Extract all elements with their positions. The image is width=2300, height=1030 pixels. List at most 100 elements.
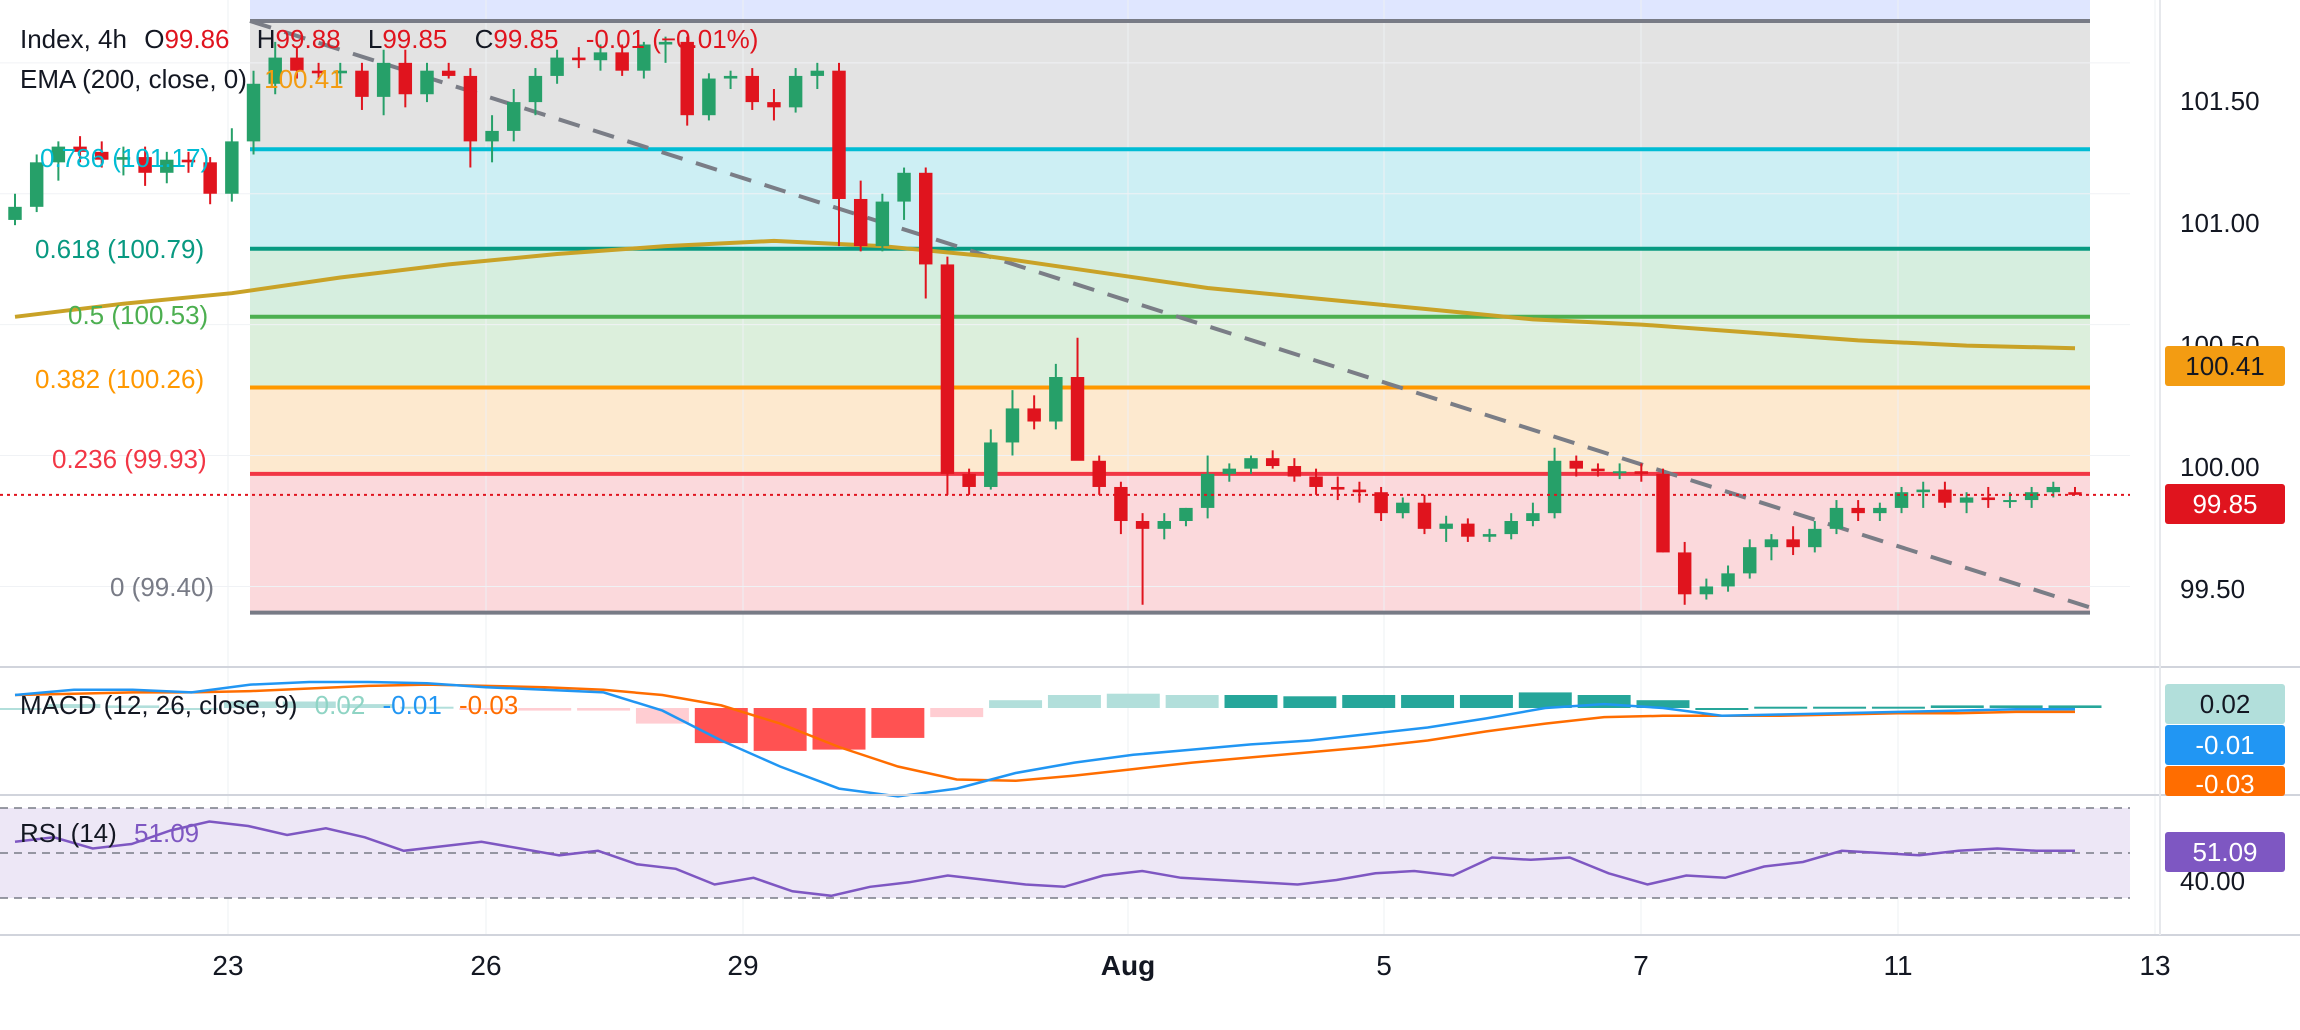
candle-body-22: [485, 130, 499, 142]
candle-body-78: [1699, 586, 1714, 595]
candle-body-72: [1569, 460, 1583, 469]
candle-body-44: [962, 473, 976, 487]
price-tick-10000: 100.00: [2180, 452, 2260, 482]
candle-body-35: [767, 102, 781, 108]
macd-hist-bar-5: [282, 701, 336, 708]
candle-body-58: [1265, 458, 1280, 467]
candle-body-59: [1287, 466, 1302, 477]
candle-body-9: [203, 162, 217, 194]
macd-hist-bar-34: [1989, 705, 2043, 708]
macd-hist-bar-18: [1047, 695, 1101, 708]
fib-bands: [250, 0, 2090, 613]
rsi-pane: [0, 807, 2130, 899]
candle-body-8: [181, 159, 196, 163]
macd-hist-value: 0.02: [314, 690, 366, 720]
close-value: 99.85: [493, 24, 559, 54]
candle-body-27: [593, 52, 608, 61]
candle-body-0: [8, 206, 22, 220]
date-tick-23: 23: [212, 950, 244, 981]
date-tick-26: 26: [470, 950, 502, 981]
rsi-value: 51.09: [134, 818, 200, 848]
fib-band-5: [250, 473, 2090, 613]
candle-body-77: [1677, 552, 1692, 595]
macd-legend[interactable]: MACD (12, 26, close, 9) 0.02 -0.01 -0.03: [20, 690, 528, 721]
macd-signal-badge: -0.03: [2165, 766, 2285, 796]
macd-hist-bar-10: [577, 708, 631, 711]
macd-line-value: -0.01: [382, 690, 442, 720]
last-price-badge: 99.85: [2165, 484, 2285, 524]
candle-body-19: [420, 70, 434, 95]
candle-body-43: [940, 264, 955, 474]
ohlc-legend: Index, 4h O99.86 H99.88 L99.85 C99.85 -0…: [20, 24, 768, 55]
candle-body-88: [1916, 489, 1930, 493]
macd-hist-badge: 0.02: [2165, 684, 2285, 724]
date-tick-5: 5: [1376, 950, 1392, 981]
candle-body-69: [1504, 521, 1518, 535]
candle-body-39: [853, 198, 868, 247]
candle-body-63: [1374, 492, 1388, 514]
candle-body-38: [832, 70, 846, 199]
change-value: -0.01 (−0.01%): [585, 24, 759, 54]
candle-body-80: [1743, 547, 1757, 574]
ema-value: 100.41: [264, 64, 344, 94]
candle-body-95: [2068, 492, 2082, 495]
candle-body-7: [160, 159, 174, 173]
rsi-badge: 51.09: [2165, 832, 2285, 872]
macd-hist-bar-28: [1636, 700, 1690, 708]
date-tick-13: 13: [2139, 950, 2171, 981]
rsi-legend[interactable]: RSI (14) 51.09: [20, 818, 209, 849]
symbol-label[interactable]: Index, 4h: [20, 24, 127, 54]
candle-body-55: [1200, 473, 1215, 508]
macd-hist-bar-20: [1165, 695, 1219, 708]
candle-body-57: [1244, 458, 1258, 469]
candle-body-71: [1547, 460, 1562, 514]
candle-body-66: [1439, 523, 1453, 529]
fib-label-0382: 0.382 (100.26): [35, 364, 205, 394]
candle-body-81: [1764, 539, 1779, 548]
ema-legend[interactable]: EMA (200, close, 0) 100.41: [20, 64, 354, 95]
macd-hist-bar-7: [400, 706, 454, 709]
candle-body-31: [680, 41, 694, 116]
rsi-line: [14, 820, 2075, 898]
candle-body-79: [1721, 573, 1735, 587]
macd-hist-bar-30: [1754, 706, 1808, 709]
price-tick-10100: 101.00: [2180, 208, 2260, 238]
candle-body-89: [1938, 489, 1952, 503]
candle-body-46: [1005, 408, 1020, 443]
macd-hist-bar-29: [1695, 708, 1749, 710]
candle-body-32: [702, 78, 716, 116]
candle-body-70: [1526, 513, 1540, 522]
macd-hist-bar-33: [1930, 705, 1984, 708]
candle-body-52: [1135, 521, 1150, 529]
macd-hist-bar-26: [1518, 692, 1572, 708]
macd-hist-bar-6: [341, 704, 395, 708]
candle-body-85: [1851, 507, 1865, 514]
macd-line-badge: -0.01: [2165, 725, 2285, 765]
candle-body-36: [788, 75, 803, 108]
macd-line: [14, 680, 2075, 798]
candle-body-18: [398, 62, 413, 95]
fib-band-1: [250, 149, 2090, 249]
macd-pane: [0, 680, 2102, 798]
macd-hist-bar-3: [165, 708, 219, 710]
high-label: H: [256, 24, 276, 54]
macd-hist-bar-16: [930, 708, 984, 718]
candle-body-26: [572, 57, 586, 61]
candle-body-25: [550, 57, 564, 76]
candle-body-64: [1396, 502, 1410, 514]
macd-signal-value: -0.03: [459, 690, 519, 720]
date-tick-11: 11: [1883, 950, 1913, 981]
candle-body-33: [723, 75, 738, 79]
candle-body-92: [2003, 500, 2017, 503]
candle-body-28: [615, 52, 629, 71]
candle-body-87: [1894, 492, 1909, 508]
candle-body-62: [1352, 489, 1367, 493]
candle-body-34: [745, 75, 759, 103]
candle-body-12: [268, 57, 282, 84]
date-tick-aug: Aug: [1100, 950, 1156, 981]
candle-body-41: [897, 172, 911, 202]
price-tick-10150: 101.50: [2180, 86, 2260, 116]
macd-hist-bar-2: [106, 705, 160, 708]
grid: [0, 0, 2156, 935]
candle-body-15: [333, 70, 347, 74]
